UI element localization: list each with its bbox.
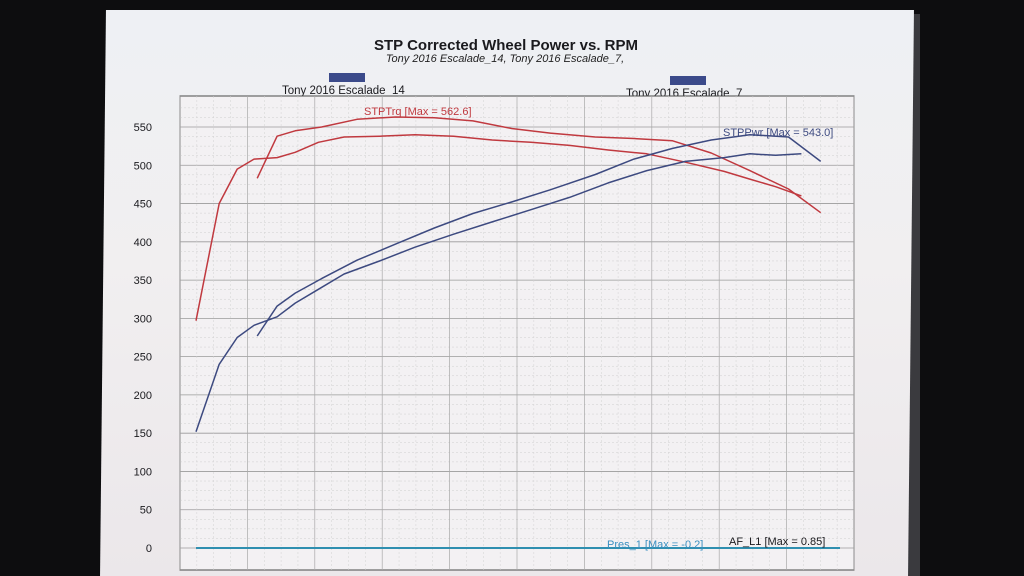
grid (179, 96, 855, 570)
legend-swatch-escalade-7 (670, 76, 706, 85)
y-tick-label: 0 (146, 543, 152, 555)
series-line-torque (195, 133, 802, 321)
y-tick-label: 200 (134, 390, 152, 402)
power-max-annotation: STPPwr [Max = 543.0] (723, 127, 833, 139)
y-tick-label: 400 (134, 237, 152, 249)
series-line-power (195, 153, 802, 432)
y-tick-label: 50 (140, 505, 152, 517)
y-tick-label: 150 (134, 428, 152, 440)
series-line-power (256, 133, 822, 337)
y-tick-label: 300 (134, 313, 152, 325)
y-tick-label: 350 (134, 275, 152, 287)
y-tick-label: 250 (134, 352, 152, 364)
torque-max-annotation: STPTrq [Max = 562.6] (364, 106, 472, 118)
y-tick-label: 550 (134, 122, 152, 134)
chart-subtitle: Tony 2016 Escalade_14, Tony 2016 Escalad… (386, 53, 624, 65)
legend-swatch-escalade-14 (329, 73, 365, 82)
af-max-annotation: AF_L1 [Max = 0.85] (729, 536, 825, 548)
legend-label-escalade-14: Tony 2016 Escalade_14 (282, 85, 405, 97)
y-tick-label: 500 (134, 160, 152, 172)
chart-title: STP Corrected Wheel Power vs. RPM (374, 37, 638, 54)
y-tick-label: 450 (134, 199, 152, 211)
pres-max-annotation: Pres_1 [Max = -0.2] (607, 539, 703, 551)
series-line-torque (256, 116, 822, 214)
series-lines (195, 116, 840, 549)
y-tick-label: 100 (134, 466, 152, 478)
